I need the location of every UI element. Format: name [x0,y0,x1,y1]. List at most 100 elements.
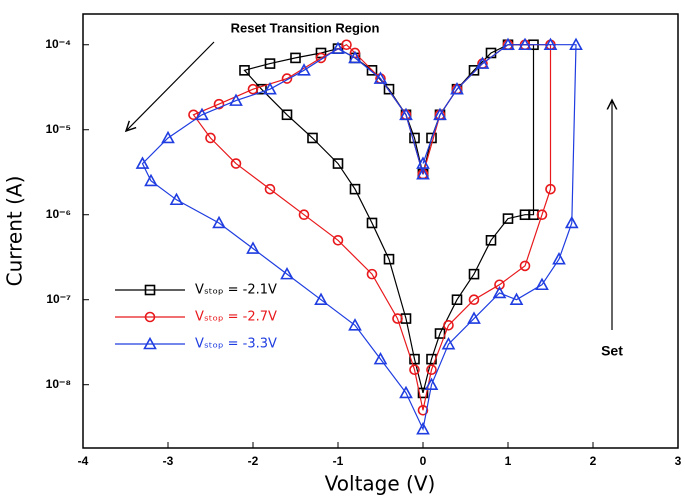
marker [441,336,456,350]
annotation: Reset Transition Region [231,20,380,35]
marker [332,235,344,246]
marker [468,268,480,280]
marker [281,73,293,84]
marker [409,364,420,376]
marker [373,351,388,365]
x-axis-title: Voltage (V) [325,472,436,496]
marker [264,183,276,195]
marker [161,130,175,144]
marker [536,209,548,221]
legend-label: Vₛₜₒₚ = -2.1V [195,283,277,298]
marker [135,156,150,169]
x-tick-label: -3 [163,454,174,468]
legend-marker [144,284,156,296]
marker [263,82,277,95]
y-tick-label: 10⁻⁴ [45,37,71,51]
marker [569,37,583,51]
marker [543,37,558,51]
marker [298,209,310,221]
marker [501,37,515,51]
marker [564,215,579,229]
y-tick-label: 10⁻⁷ [46,292,71,306]
marker [552,252,566,265]
marker [290,52,301,64]
marker [332,158,344,169]
y-tick-label: 10⁻⁸ [46,377,71,391]
y-tick-label: 10⁻⁶ [46,207,71,221]
marker [426,364,437,376]
marker [383,253,395,265]
x-tick-label: -4 [78,454,89,468]
legend-label: Vₛₜₒₚ = -2.7V [195,310,277,325]
marker [366,65,378,76]
marker [297,63,311,76]
marker [467,311,481,324]
marker [205,132,216,144]
marker [433,107,447,121]
marker [195,107,209,121]
marker [280,266,294,280]
legend-marker [144,311,156,323]
marker [348,50,362,64]
marker [409,353,420,365]
marker [348,318,362,331]
marker [212,215,226,229]
x-tick-label: -2 [248,454,259,468]
legend-label: Vₛₜₒₚ = -3.3V [195,337,277,352]
marker [213,98,225,110]
marker [169,192,184,206]
marker [485,235,497,246]
marker [424,377,439,391]
marker [434,328,446,339]
marker [443,319,454,331]
marker [509,292,524,306]
y-tick-label: 10⁻⁵ [46,122,71,136]
marker [468,294,480,306]
marker [383,83,395,95]
marker [399,107,413,121]
marker [144,173,158,187]
marker [545,183,556,195]
marker [468,65,480,76]
legend-marker [143,336,157,350]
marker [239,65,250,76]
marker [281,109,293,121]
marker [229,93,243,106]
marker [450,82,464,95]
annotation: Set [601,343,623,359]
marker [417,387,429,399]
marker [315,52,327,64]
series-line [243,44,535,394]
x-tick-label: 1 [505,454,512,468]
marker [341,39,352,51]
x-tick-label: 3 [675,454,682,468]
marker [373,71,388,84]
marker [475,56,490,69]
marker [307,132,318,144]
marker [331,41,345,54]
marker [399,385,413,399]
marker [451,294,463,306]
marker [518,37,532,51]
x-tick-label: 0 [420,454,427,468]
marker [416,167,430,180]
plot-frame [82,13,679,449]
marker [392,313,403,324]
marker [494,279,505,291]
marker [519,260,531,272]
series [239,39,539,399]
marker [535,277,549,291]
marker [416,421,430,435]
marker [230,158,242,169]
marker [349,183,361,195]
marker [247,83,259,95]
arrow [126,41,215,131]
marker [314,292,328,306]
marker [366,217,378,229]
x-tick-label: 2 [590,454,597,468]
marker [417,404,429,416]
x-tick-label: -1 [333,454,344,468]
y-axis-title: Current (A) [3,176,27,287]
